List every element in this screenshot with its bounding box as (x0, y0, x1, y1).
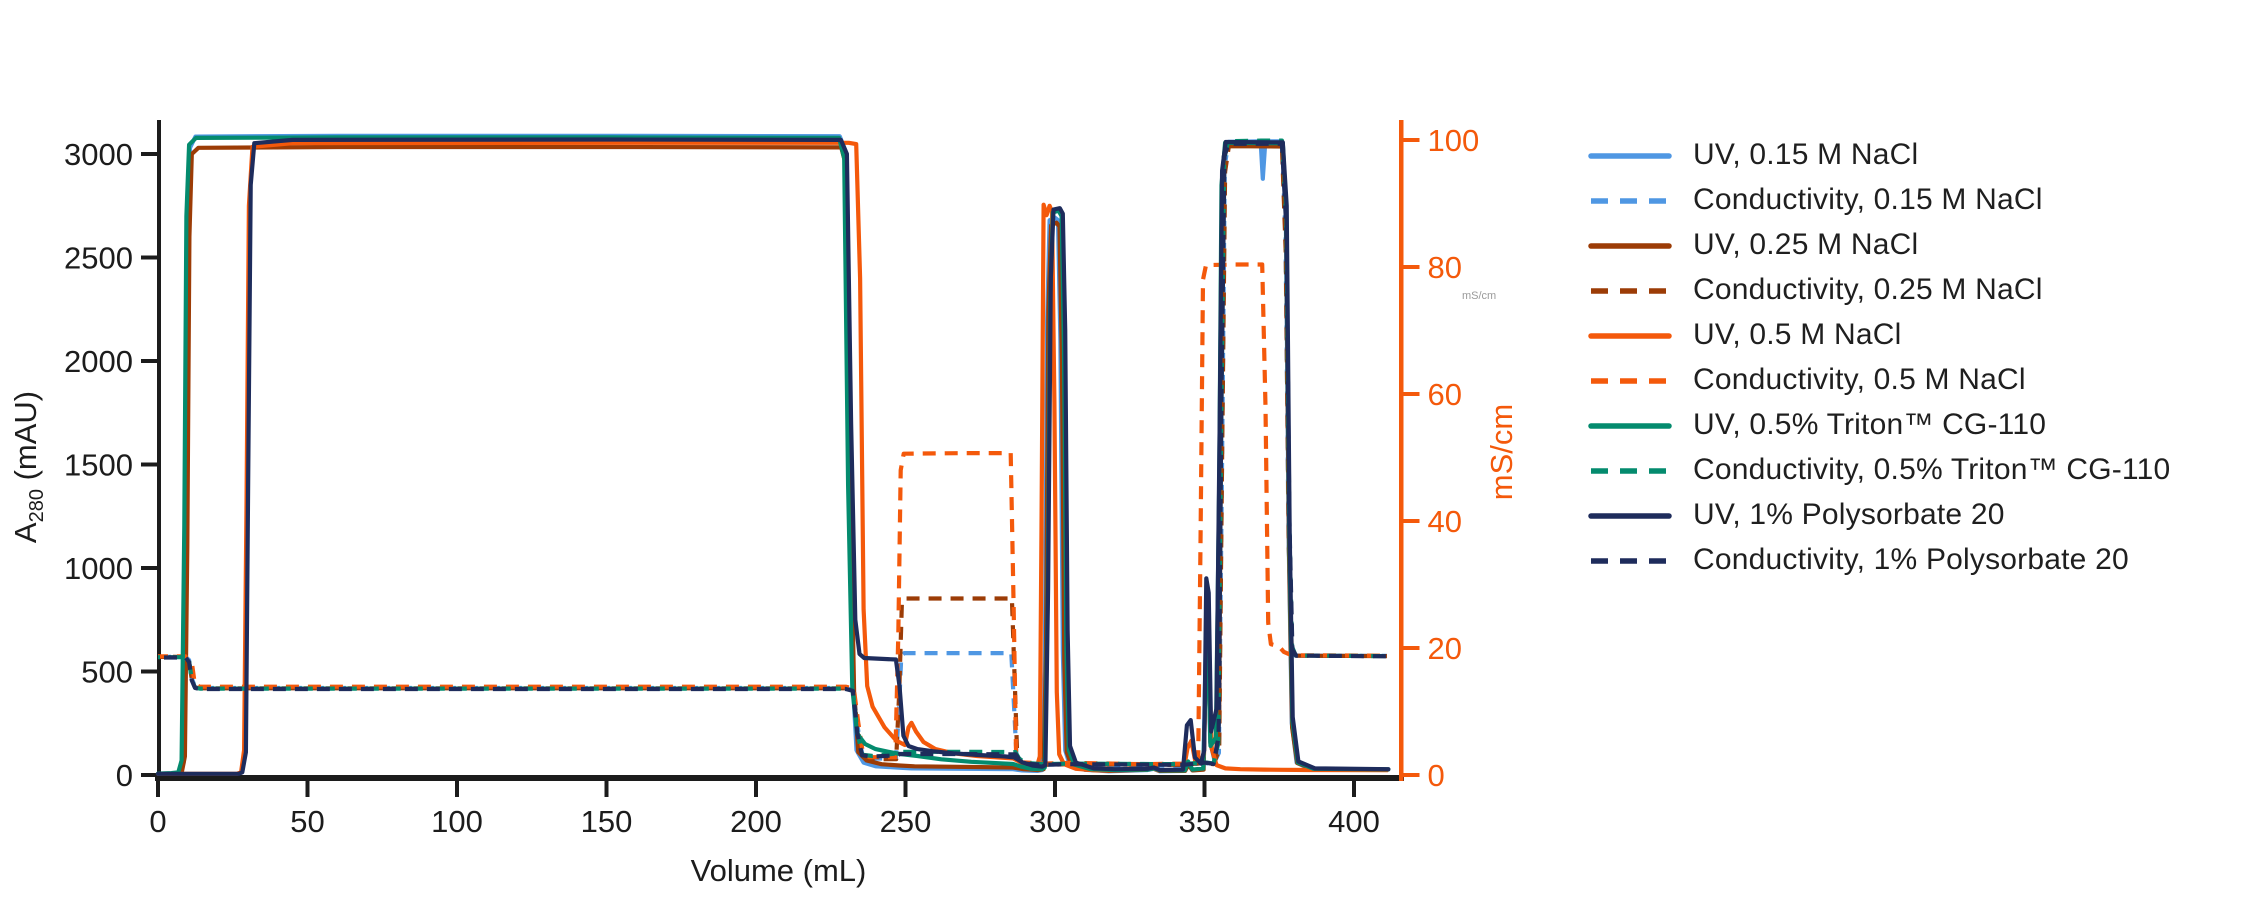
legend-swatch-cond-poly (1588, 554, 1672, 566)
legend-item: UV, 0.5 M NaCl (1588, 312, 2170, 357)
series-uv_025 (155, 144, 1389, 776)
legend-label: UV, 0.5 M NaCl (1693, 317, 1902, 351)
x-tick-label: 400 (1328, 804, 1380, 839)
legend-swatch-cond-triton (1588, 464, 1672, 476)
legend-item: UV, 1% Polysorbate 20 (1588, 492, 2170, 537)
x-tick-label: 300 (1029, 804, 1081, 839)
x-tick-label: 0 (149, 804, 166, 839)
legend: UV, 0.15 M NaCl Conductivity, 0.15 M NaC… (1588, 132, 2170, 582)
right-axis-unit-note: mS/cm (1462, 290, 1496, 302)
legend-item: Conductivity, 0.5% Triton™ CG-110 (1588, 447, 2170, 492)
legend-swatch-uv-triton (1588, 419, 1672, 431)
y-right-tick-label: 40 (1428, 504, 1462, 539)
y-right-tick-label: 60 (1428, 377, 1462, 412)
y-left-axis-title: A280 (mAU) (8, 391, 48, 543)
legend-swatch-cond-025 (1588, 284, 1672, 296)
series-cond_05 (158, 262, 1387, 767)
legend-item: Conductivity, 0.15 M NaCl (1588, 177, 2170, 222)
x-tick-label: 350 (1179, 804, 1231, 839)
legend-swatch-uv-poly (1588, 509, 1672, 521)
legend-swatch-cond-05 (1588, 374, 1672, 386)
legend-label: UV, 0.15 M NaCl (1693, 137, 1919, 171)
series-uv_poly (155, 137, 1391, 776)
legend-label: Conductivity, 0.5 M NaCl (1693, 362, 2026, 396)
legend-label: Conductivity, 1% Polysorbate 20 (1693, 542, 2129, 576)
legend-item: UV, 0.15 M NaCl (1588, 132, 2170, 177)
y-right-axis-title: mS/cm (1484, 404, 1519, 500)
legend-swatch-uv-015 (1588, 149, 1672, 161)
legend-label: Conductivity, 0.5% Triton™ CG-110 (1693, 452, 2171, 486)
y-left-tick-label: 0 (116, 758, 133, 793)
x-axis-line (155, 775, 1404, 781)
legend-label: Conductivity, 0.15 M NaCl (1693, 182, 2043, 216)
x-tick-label: 100 (431, 804, 483, 839)
x-tick-label: 200 (730, 804, 782, 839)
y-left-tick-label: 2000 (64, 344, 133, 379)
y-right-tick-label: 20 (1428, 631, 1462, 666)
x-tick-label: 150 (581, 804, 633, 839)
legend-item: UV, 0.5% Triton™ CG-110 (1588, 402, 2170, 447)
y-right-tick-label: 0 (1428, 758, 1445, 793)
y-right-axis-line (1399, 120, 1404, 781)
y-left-tick-label: 2500 (64, 241, 133, 276)
legend-swatch-uv-025 (1588, 239, 1672, 251)
x-tick-label: 250 (880, 804, 932, 839)
series-cond_poly (158, 141, 1389, 767)
x-axis-title: Volume (mL) (691, 853, 867, 888)
y-right-tick-label: 80 (1428, 250, 1462, 285)
legend-label: Conductivity, 0.25 M NaCl (1693, 272, 2043, 306)
y-left-tick-label: 1500 (64, 448, 133, 483)
legend-swatch-uv-05 (1588, 329, 1672, 341)
legend-label: UV, 1% Polysorbate 20 (1693, 497, 2005, 531)
legend-item: UV, 0.25 M NaCl (1588, 222, 2170, 267)
y-right-tick-label: 100 (1428, 123, 1480, 158)
legend-item: Conductivity, 0.25 M NaCl (1588, 267, 2170, 312)
legend-item: Conductivity, 1% Polysorbate 20 (1588, 537, 2170, 582)
legend-label: UV, 0.5% Triton™ CG-110 (1693, 407, 2047, 441)
y-left-tick-label: 3000 (64, 137, 133, 172)
series-uv_05 (155, 140, 1389, 776)
x-tick-label: 50 (290, 804, 324, 839)
y-left-tick-label: 1000 (64, 551, 133, 586)
legend-label: UV, 0.25 M NaCl (1693, 227, 1919, 261)
legend-item: Conductivity, 0.5 M NaCl (1588, 357, 2170, 402)
legend-swatch-cond-015 (1588, 194, 1672, 206)
y-left-axis-line (157, 120, 161, 781)
y-left-tick-label: 500 (81, 655, 133, 690)
